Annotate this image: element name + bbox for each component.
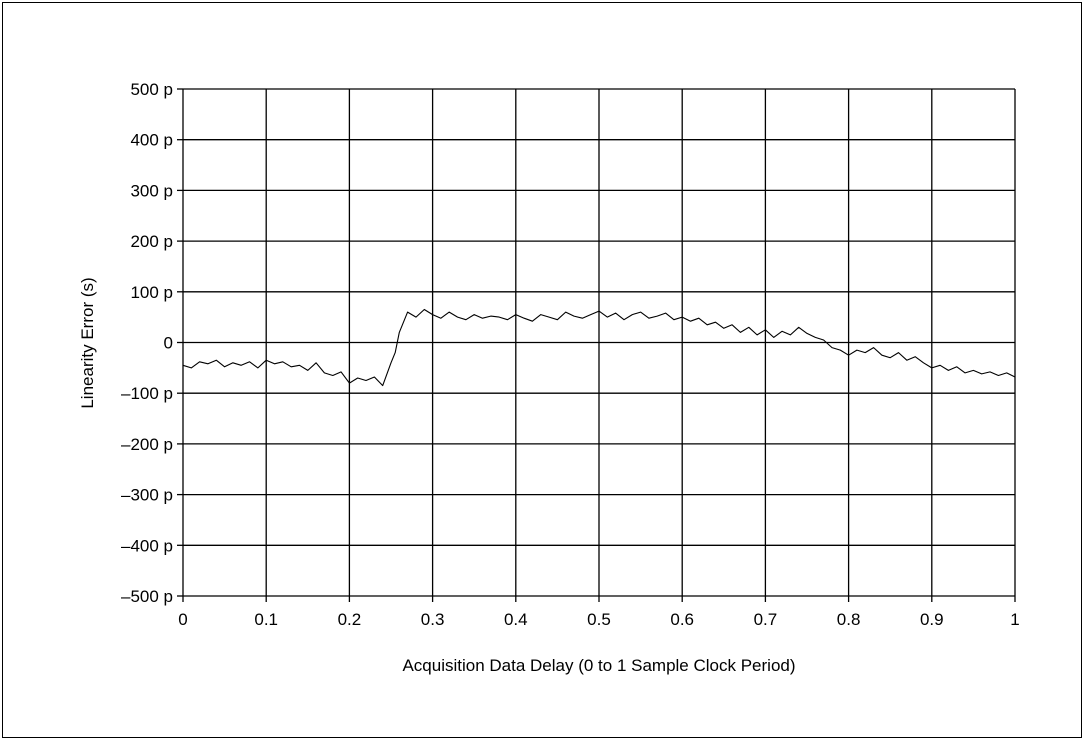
axis-ticks [177,88,1016,602]
y-tick-label: 100 p [130,283,173,302]
y-axis-title: Linearity Error (s) [78,277,97,408]
x-tick-label: 0.6 [670,610,694,629]
y-tick-label: –200 p [121,435,173,454]
x-tick-label: 0.5 [587,610,611,629]
x-tick-label: 0.7 [754,610,778,629]
x-tick-label: 0.3 [421,610,445,629]
y-tick-labels: 500 p 400 p 300 p 200 p 100 p 0 –100 p –200 p –3… [121,80,173,606]
x-tick-label: 0.4 [504,610,528,629]
grid-lines [182,88,1016,597]
x-tick-label: 0.8 [837,610,861,629]
x-tick-label: 0 [178,610,187,629]
series-line [182,308,1016,387]
x-tick-labels: 0 0.1 0.2 0.3 0.4 0.5 0.6 0.7 0.8 0.9 1 [178,610,1019,629]
x-axis-title: Acquisition Data Delay (0 to 1 Sample Cl… [402,656,795,675]
y-tick-label: 300 p [130,181,173,200]
y-tick-label: 0 [164,334,173,353]
series-group [182,308,1016,387]
y-tick-label: 400 p [130,131,173,150]
y-tick-label: 200 p [130,232,173,251]
x-tick-label: 0.1 [254,610,278,629]
y-tick-label: –100 p [121,384,173,403]
x-tick-label: 1 [1010,610,1019,629]
x-tick-label: 0.2 [338,610,362,629]
y-tick-label: 500 p [130,80,173,99]
y-tick-label: –300 p [121,486,173,505]
y-tick-label: –400 p [121,536,173,555]
x-tick-label: 0.9 [920,610,944,629]
y-tick-label: –500 p [121,587,173,606]
